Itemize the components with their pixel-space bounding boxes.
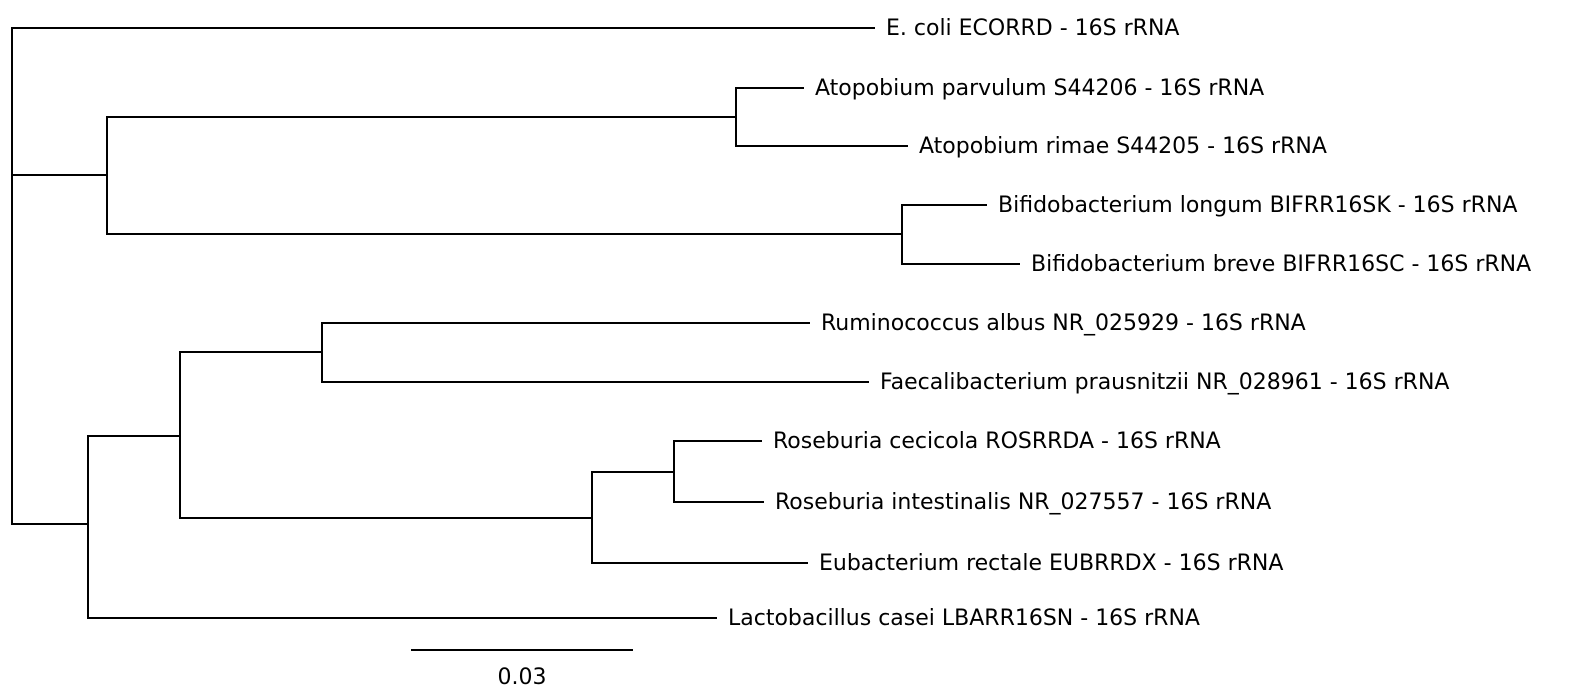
leaf-label-lactobacillus-casei: Lactobacillus casei LBARR16SN - 16S rRNA <box>728 606 1200 631</box>
leaf-label-bifidobacterium-longum: Bifidobacterium longum BIFRR16SK - 16S r… <box>998 193 1517 218</box>
scale-bar: 0.03 <box>411 649 633 690</box>
leaf-label-eubacterium-rectale: Eubacterium rectale EUBRRDX - 16S rRNA <box>819 551 1283 576</box>
tree-branches <box>11 27 1020 619</box>
leaf-label-bifidobacterium-breve: Bifidobacterium breve BIFRR16SC - 16S rR… <box>1031 252 1531 277</box>
leaf-label-atopobium-parvulum: Atopobium parvulum S44206 - 16S rRNA <box>815 76 1264 101</box>
leaf-label-roseburia-intestinalis: Roseburia intestinalis NR_027557 - 16S r… <box>775 490 1271 515</box>
scale-bar-label: 0.03 <box>498 665 547 690</box>
leaf-label-roseburia-cecicola: Roseburia cecicola ROSRRDA - 16S rRNA <box>773 429 1221 454</box>
leaf-labels: E. coli ECORRD - 16S rRNA Atopobium parv… <box>728 16 1531 631</box>
leaf-label-atopobium-rimae: Atopobium rimae S44205 - 16S rRNA <box>919 134 1327 159</box>
leaf-label-faecalibacterium: Faecalibacterium prausnitzii NR_028961 -… <box>880 370 1449 395</box>
leaf-label-ruminococcus-albus: Ruminococcus albus NR_025929 - 16S rRNA <box>821 311 1306 336</box>
leaf-label-ecoli: E. coli ECORRD - 16S rRNA <box>886 16 1179 41</box>
